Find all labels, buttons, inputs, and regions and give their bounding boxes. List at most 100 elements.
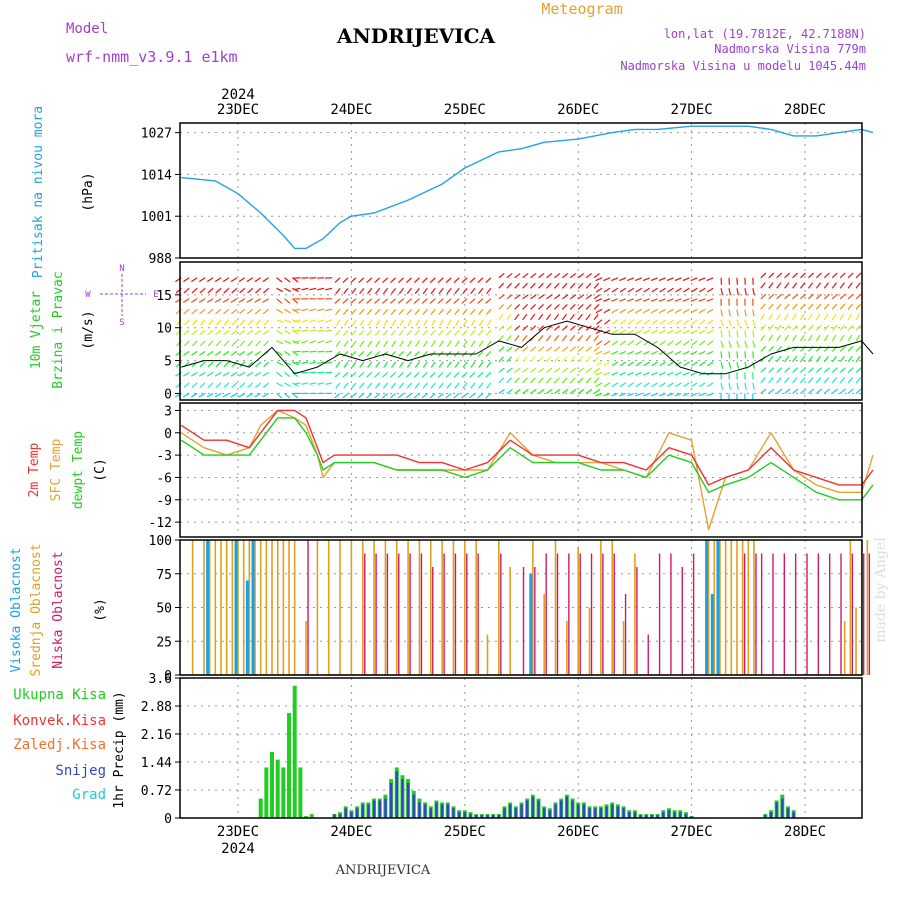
y-tick-label: 25 — [156, 635, 172, 650]
wind-arrow — [808, 293, 815, 300]
wind-arrow — [514, 377, 520, 384]
wind-arrow — [831, 355, 837, 363]
wind-arrow — [855, 367, 862, 373]
wind-arrow — [382, 277, 389, 284]
wind-arrow — [293, 308, 301, 312]
wind-arrow — [776, 355, 782, 363]
wind-arrow — [351, 340, 357, 347]
wind-arrow — [246, 371, 254, 377]
wind-arrow — [183, 308, 190, 315]
wind-arrow — [784, 272, 791, 279]
wind-arrow — [744, 319, 748, 327]
top-year-label: 2024 — [221, 87, 255, 103]
wind-arrow — [831, 324, 838, 331]
wind-arrow — [317, 350, 325, 353]
wind-arrow — [214, 277, 222, 283]
wind-arrow — [421, 371, 428, 378]
wind-arrow — [477, 298, 484, 304]
y-tick-label: 100 — [149, 534, 172, 549]
wind-arrow — [674, 329, 682, 335]
wind-arrow — [593, 313, 599, 321]
wind-arrow — [454, 340, 460, 347]
wind-arrow — [367, 319, 373, 327]
snow-bar — [656, 814, 659, 818]
wind-arrow — [262, 382, 270, 388]
wind-arrow — [477, 277, 484, 284]
wind-arrow — [855, 293, 862, 300]
y-tick-label: 0 — [164, 669, 172, 684]
snow-bar — [514, 808, 518, 818]
wind-arrow — [744, 340, 748, 348]
wind-arrow — [736, 340, 740, 348]
snow-bar — [361, 804, 364, 818]
wind-arrow — [530, 313, 536, 321]
wind-arrow — [659, 287, 666, 293]
wind-arrow — [698, 329, 706, 335]
wind-arrow — [191, 287, 198, 294]
wind-arrow — [343, 361, 349, 368]
wind-arrow — [406, 350, 412, 357]
wind-arrow — [461, 298, 468, 304]
snow-bar — [338, 814, 342, 818]
y-tick-label: 15 — [156, 289, 172, 304]
wind-arrow — [823, 355, 829, 363]
wind-arrow — [643, 361, 650, 367]
wind-arrow — [619, 308, 627, 314]
wind-arrow — [350, 298, 357, 304]
wind-arrow — [198, 371, 206, 377]
wind-arrow — [445, 392, 452, 399]
wind-arrow — [414, 350, 420, 357]
wind-arrow — [683, 382, 690, 388]
wind-arrow — [667, 308, 674, 314]
wind-arrow — [478, 340, 484, 347]
wind-arrow — [784, 377, 790, 384]
wind-arrow — [292, 382, 299, 387]
wind-arrow — [383, 340, 389, 347]
wind-arrow — [191, 329, 198, 336]
wind-arrow — [438, 329, 444, 336]
wind-arrow — [690, 329, 698, 335]
wind-arrow — [486, 382, 492, 389]
wind-arrow — [206, 350, 214, 356]
wind-arrow — [815, 303, 822, 310]
wind-arrow — [262, 392, 269, 398]
wind-arrow — [522, 388, 529, 394]
wind-arrow — [682, 350, 690, 355]
wind-arrow — [776, 313, 781, 321]
wind-ylabel-2: Brzina i Pravac — [51, 271, 66, 388]
wind-arrow — [593, 388, 601, 394]
snow-bar — [503, 808, 506, 818]
wind-arrow — [690, 350, 698, 355]
wind-arrow — [247, 340, 254, 347]
wind-arrow — [643, 350, 650, 355]
wind-arrow — [666, 329, 674, 335]
wind-arrow — [317, 287, 325, 291]
snow-bar — [542, 808, 546, 818]
snow-bar — [486, 814, 489, 818]
wind-arrow — [522, 272, 529, 279]
wind-arrow — [768, 355, 774, 363]
cloud-unit: (%) — [93, 598, 108, 621]
snow-bar — [446, 804, 449, 818]
wind-arrow — [477, 308, 484, 316]
wind-arrow — [627, 329, 635, 335]
wind-arrow — [831, 367, 838, 373]
wind-arrow — [413, 392, 420, 399]
wind-arrow — [635, 277, 642, 282]
bottom-day-label: 23DEC — [217, 824, 259, 840]
wind-arrow — [276, 392, 283, 399]
wind-arrow — [839, 367, 846, 373]
wind-arrow — [199, 329, 206, 336]
wind-arrow — [335, 287, 341, 295]
wind-arrow — [183, 382, 190, 388]
snow-bar — [673, 812, 676, 818]
wind-arrow — [784, 293, 791, 300]
wind-arrow — [206, 298, 214, 303]
wind-arrow — [706, 392, 714, 397]
wind-arrow — [350, 350, 357, 357]
wind-arrow — [470, 382, 476, 389]
wind-arrow — [462, 319, 468, 327]
wind-arrow — [439, 319, 444, 327]
snow-bar — [395, 771, 398, 818]
wind-arrow — [309, 319, 317, 323]
